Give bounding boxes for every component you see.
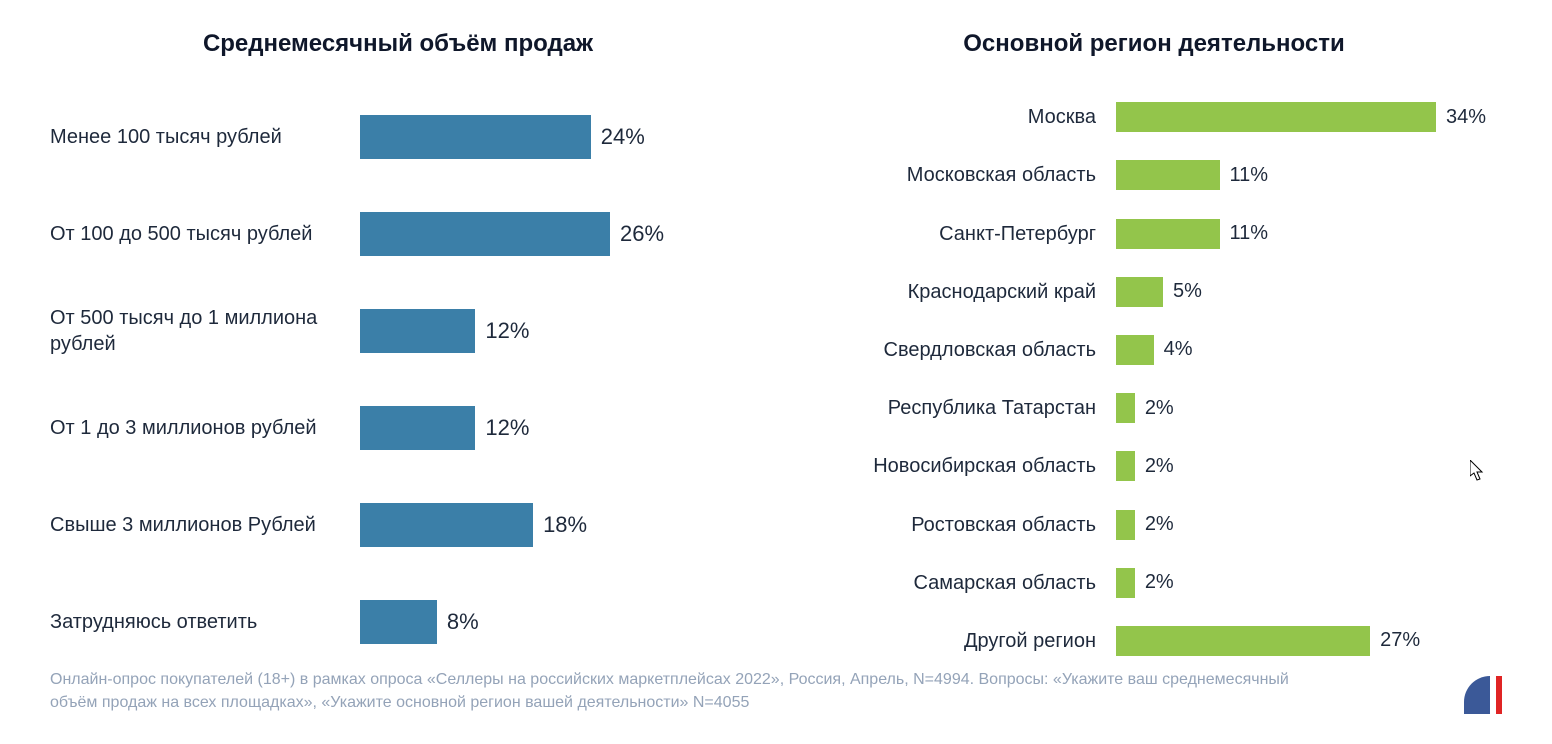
sales-row-label: От 500 тысяч до 1 миллиона рублей (50, 305, 360, 357)
region-bar-area: 2% (1116, 451, 1502, 481)
sales-bar (360, 406, 475, 450)
region-bar-area: 27% (1116, 626, 1502, 656)
region-row: Санкт-Петербург 11% (806, 204, 1502, 262)
region-bar-value: 27% (1380, 629, 1420, 652)
sales-row-label: Менее 100 тысяч рублей (50, 124, 360, 150)
region-bar-area: 11% (1116, 219, 1502, 249)
region-row: Москва 34% (806, 88, 1502, 146)
sales-bar (360, 309, 475, 353)
sales-chart-rows: Менее 100 тысяч рублей 24% От 100 до 500 т… (50, 88, 746, 670)
region-row: Московская область 11% (806, 146, 1502, 204)
region-row: Свердловская область 4% (806, 321, 1502, 379)
footnote-text: Онлайн-опрос покупателей (18+) в рамках … (50, 669, 1330, 714)
sales-bar (360, 503, 533, 547)
region-bar-value: 2% (1145, 513, 1174, 536)
sales-row: Менее 100 тысяч рублей 24% (50, 88, 746, 185)
sales-row: От 500 тысяч до 1 миллиона рублей 12% (50, 282, 746, 379)
sales-bar-value: 8% (447, 609, 479, 635)
logo-blue-shape (1464, 676, 1490, 714)
region-chart-rows: Москва34%Московская область11%Санкт-Пете… (806, 88, 1502, 670)
sales-bar-area: 8% (360, 600, 746, 644)
region-bar-value: 4% (1164, 338, 1193, 361)
region-row: Краснодарский край 5% (806, 263, 1502, 321)
sales-bar-area: 12% (360, 406, 746, 450)
region-bar (1116, 160, 1220, 190)
sales-bar (360, 212, 610, 256)
sales-row: Свыше 3 миллионов Рублей 18% (50, 476, 746, 573)
region-row: Республика Татарстан 2% (806, 379, 1502, 437)
sales-row-label: Затрудняюсь ответить (50, 609, 360, 635)
region-bar-area: 2% (1116, 393, 1502, 423)
sales-row: Затрудняюсь ответить 8% (50, 573, 746, 670)
region-bar-value: 2% (1145, 397, 1174, 420)
sales-row: От 100 до 500 тысяч рублей 26% (50, 185, 746, 282)
sales-bar-value: 24% (601, 124, 645, 150)
region-bar-value: 11% (1230, 222, 1269, 245)
region-bar (1116, 335, 1154, 365)
region-bar (1116, 102, 1436, 132)
sales-bar-value: 26% (620, 221, 664, 247)
sales-bar-area: 26% (360, 212, 746, 256)
logo-red-bar (1496, 676, 1502, 714)
region-bar (1116, 568, 1135, 598)
sales-bar-value: 12% (485, 415, 529, 441)
charts-container: Среднемесячный объём продаж Менее 100 ты… (50, 30, 1502, 670)
region-bar-area: 34% (1116, 102, 1502, 132)
sales-bar-value: 12% (485, 318, 529, 344)
region-bar (1116, 219, 1220, 249)
sales-bar-area: 18% (360, 503, 746, 547)
region-row: Ростовская область 2% (806, 495, 1502, 553)
region-bar (1116, 510, 1135, 540)
cursor-icon (1470, 460, 1486, 488)
region-row-label: Санкт-Петербург (806, 222, 1116, 246)
region-bar-area: 5% (1116, 277, 1502, 307)
region-row-label: Республика Татарстан (806, 396, 1116, 420)
region-bar (1116, 626, 1370, 656)
region-bar (1116, 277, 1163, 307)
region-row-label: Ростовская область (806, 513, 1116, 537)
sales-row-label: От 1 до 3 миллионов рублей (50, 415, 360, 441)
region-bar-value: 34% (1446, 106, 1486, 129)
region-row: Другой регион 27% (806, 612, 1502, 670)
region-bar-value: 2% (1145, 571, 1174, 594)
region-row-label: Другой регион (806, 629, 1116, 653)
region-bar (1116, 393, 1135, 423)
region-bar-value: 11% (1230, 164, 1269, 187)
region-bar-area: 2% (1116, 510, 1502, 540)
sales-volume-chart: Среднемесячный объём продаж Менее 100 ты… (50, 30, 746, 670)
region-bar-value: 2% (1145, 455, 1174, 478)
region-row: Новосибирская область 2% (806, 437, 1502, 495)
region-bar-area: 4% (1116, 335, 1502, 365)
region-row-label: Самарская область (806, 571, 1116, 595)
sales-row: От 1 до 3 миллионов рублей 12% (50, 379, 746, 476)
sales-row-label: От 100 до 500 тысяч рублей (50, 221, 360, 247)
sales-bar-area: 24% (360, 115, 746, 159)
region-row-label: Московская область (806, 163, 1116, 187)
region-row-label: Москва (806, 105, 1116, 129)
region-chart: Основной регион деятельности Москва34%Мо… (806, 30, 1502, 670)
sales-bar (360, 115, 591, 159)
logo-icon (1464, 676, 1502, 714)
region-bar-area: 11% (1116, 160, 1502, 190)
region-bar-area: 2% (1116, 568, 1502, 598)
region-row-label: Свердловская область (806, 338, 1116, 362)
sales-bar (360, 600, 437, 644)
sales-chart-title: Среднемесячный объём продаж (50, 30, 746, 58)
sales-row-label: Свыше 3 миллионов Рублей (50, 512, 360, 538)
region-bar (1116, 451, 1135, 481)
region-row-label: Новосибирская область (806, 454, 1116, 478)
sales-bar-area: 12% (360, 309, 746, 353)
sales-bar-value: 18% (543, 512, 587, 538)
region-bar-value: 5% (1173, 280, 1202, 303)
region-row-label: Краснодарский край (806, 280, 1116, 304)
region-chart-title: Основной регион деятельности (806, 30, 1502, 58)
region-row: Самарская область 2% (806, 554, 1502, 612)
